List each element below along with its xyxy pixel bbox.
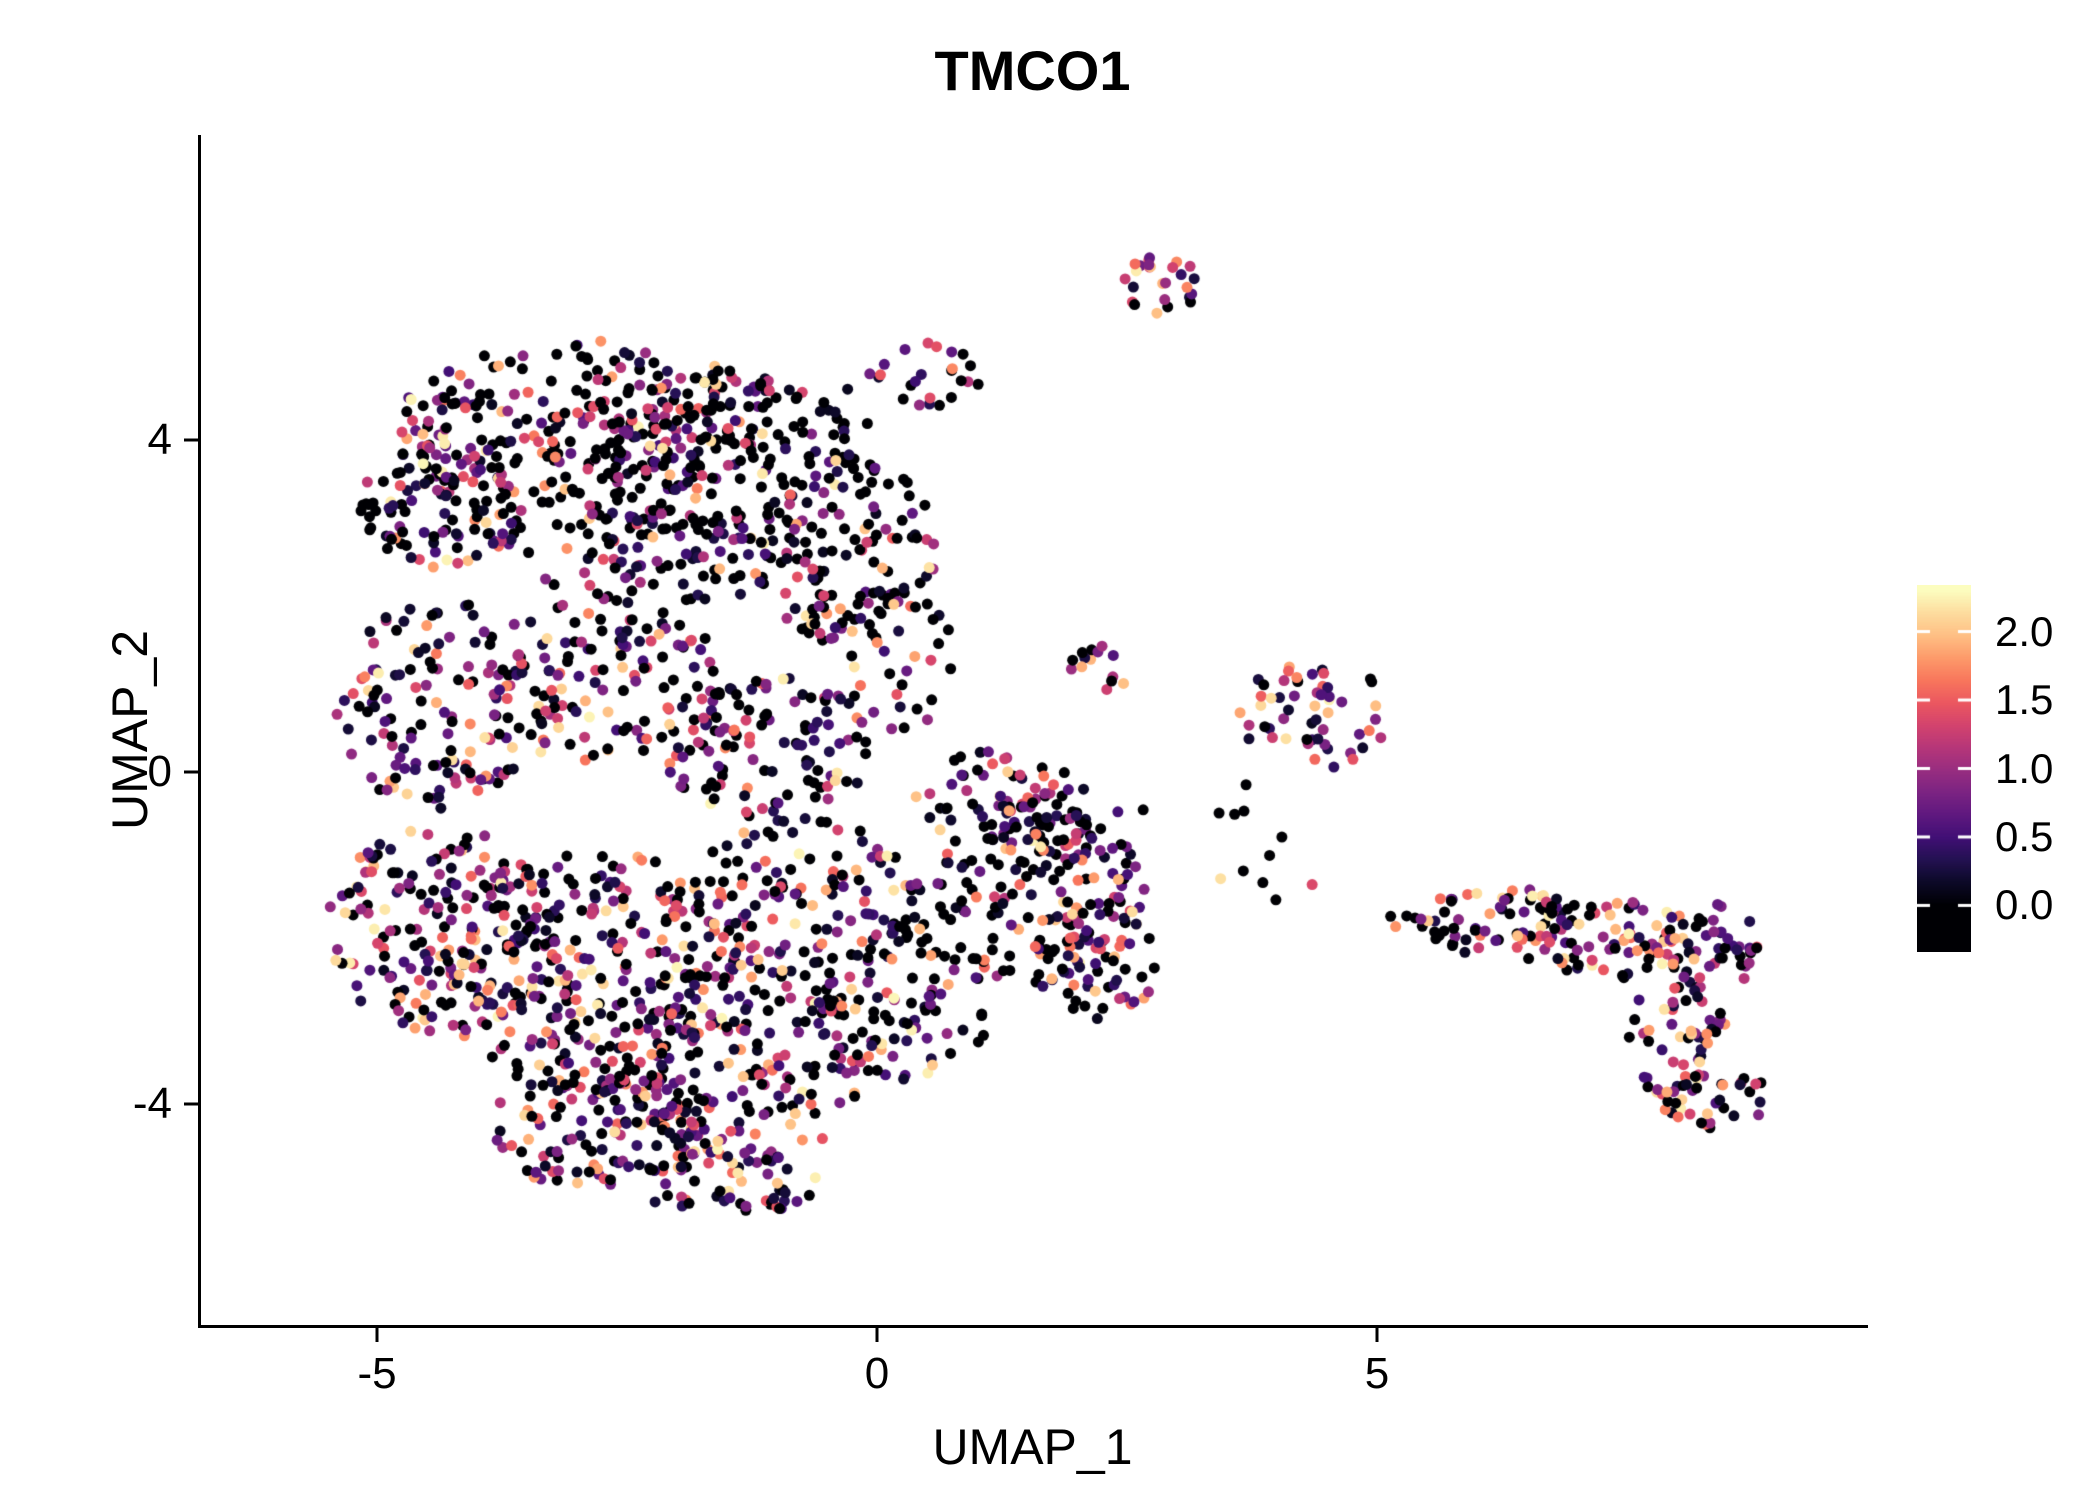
y-tick-label: -4 — [132, 1079, 172, 1128]
legend-tick-label: 1.5 — [1995, 676, 2054, 724]
x-tick-label: 0 — [864, 1349, 890, 1398]
x-axis-line — [198, 1325, 1868, 1328]
y-axis-line — [198, 135, 201, 1328]
y-tick-mark — [184, 438, 198, 442]
y-tick-mark — [184, 770, 198, 774]
x-tick-label: -5 — [357, 1349, 397, 1398]
x-tick-mark — [1375, 1328, 1379, 1342]
legend-tick-label: 0.0 — [1995, 881, 2054, 929]
scatter-canvas — [200, 135, 1865, 1325]
legend-tick-label: 0.5 — [1995, 812, 2054, 860]
x-tick-label: 5 — [1364, 1349, 1390, 1398]
y-tick-mark — [184, 1102, 198, 1106]
x-axis-title: UMAP_1 — [932, 1419, 1133, 1475]
plot-panel — [200, 135, 1865, 1325]
x-tick-mark — [875, 1328, 879, 1342]
chart-title: TMCO1 — [934, 39, 1131, 102]
x-tick-mark — [375, 1328, 379, 1342]
y-tick-label: 4 — [147, 415, 172, 464]
legend-tick-label: 2.0 — [1995, 607, 2054, 655]
y-axis-title: UMAP_2 — [102, 629, 159, 831]
colorbar-canvas — [1917, 585, 1971, 952]
legend-tick-label: 1.0 — [1995, 744, 2054, 792]
y-tick-label: 0 — [147, 747, 172, 796]
